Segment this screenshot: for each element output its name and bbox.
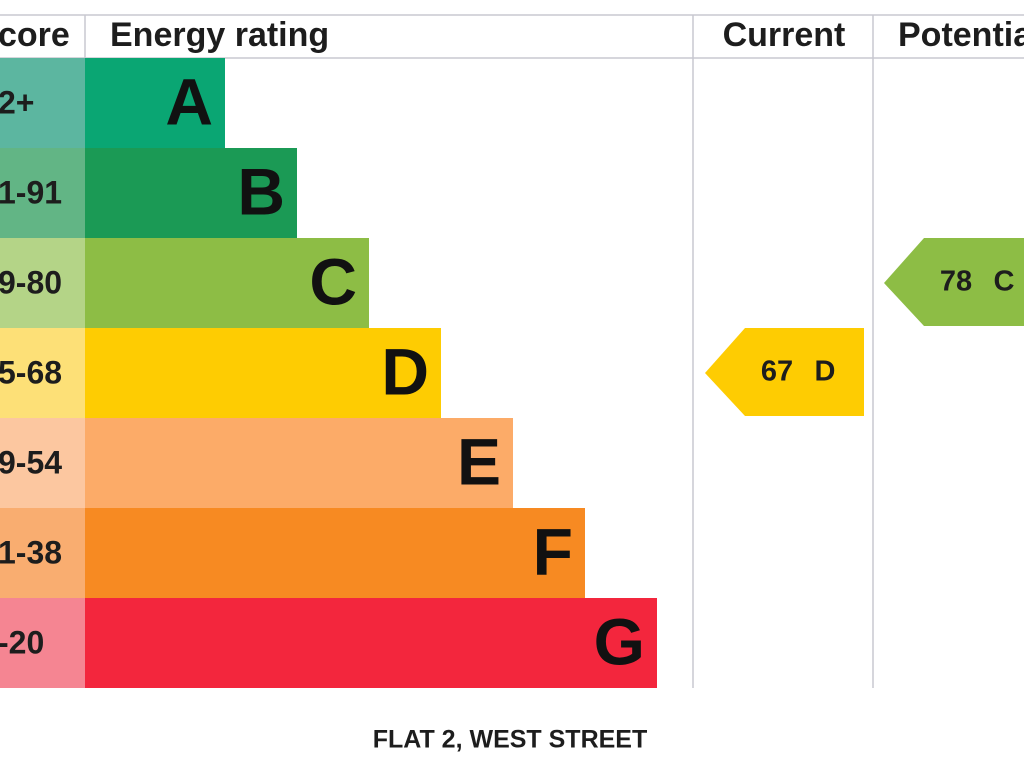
- rating-bar: [85, 508, 585, 598]
- score-cell: [0, 238, 85, 328]
- score-range: 9-54: [0, 444, 62, 480]
- score-header: core: [0, 16, 70, 54]
- rating-bar: [85, 328, 441, 418]
- rating-letter: F: [533, 514, 573, 588]
- address: FLAT 2, WEST STREET: [373, 726, 648, 754]
- score-cell: [0, 148, 85, 238]
- rating-letter: G: [594, 604, 645, 678]
- rating-letter: A: [165, 64, 213, 138]
- current-header: Current: [723, 16, 846, 54]
- score-range: 9-80: [0, 264, 62, 300]
- score-cell: [0, 508, 85, 598]
- rating-bar: [85, 418, 513, 508]
- score-cell: [0, 418, 85, 508]
- score-cell: [0, 58, 85, 148]
- rating-letter: E: [457, 424, 501, 498]
- score-range: -20: [0, 624, 44, 660]
- potential-arrow: [884, 238, 1024, 326]
- rating-letter: B: [237, 154, 285, 228]
- score-range: 2+: [0, 84, 34, 120]
- score-cell: [0, 328, 85, 418]
- current-value: 67: [761, 356, 793, 388]
- score-range: 1-91: [0, 174, 62, 210]
- potential-letter: C: [994, 266, 1015, 298]
- score-range: 1-38: [0, 534, 62, 570]
- score-cell: [0, 598, 85, 688]
- rating-letter: D: [381, 334, 429, 408]
- current-letter: D: [815, 356, 836, 388]
- score-range: 5-68: [0, 354, 62, 390]
- rating-header: Energy rating: [110, 16, 329, 54]
- current-arrow: [705, 328, 864, 416]
- potential-header: Potentia: [898, 16, 1024, 54]
- rating-bar: [85, 598, 657, 688]
- rating-bar: [85, 148, 297, 238]
- rating-bar: [85, 58, 225, 148]
- rating-bar: [85, 238, 369, 328]
- potential-value: 78: [940, 266, 972, 298]
- rating-letter: C: [309, 244, 357, 318]
